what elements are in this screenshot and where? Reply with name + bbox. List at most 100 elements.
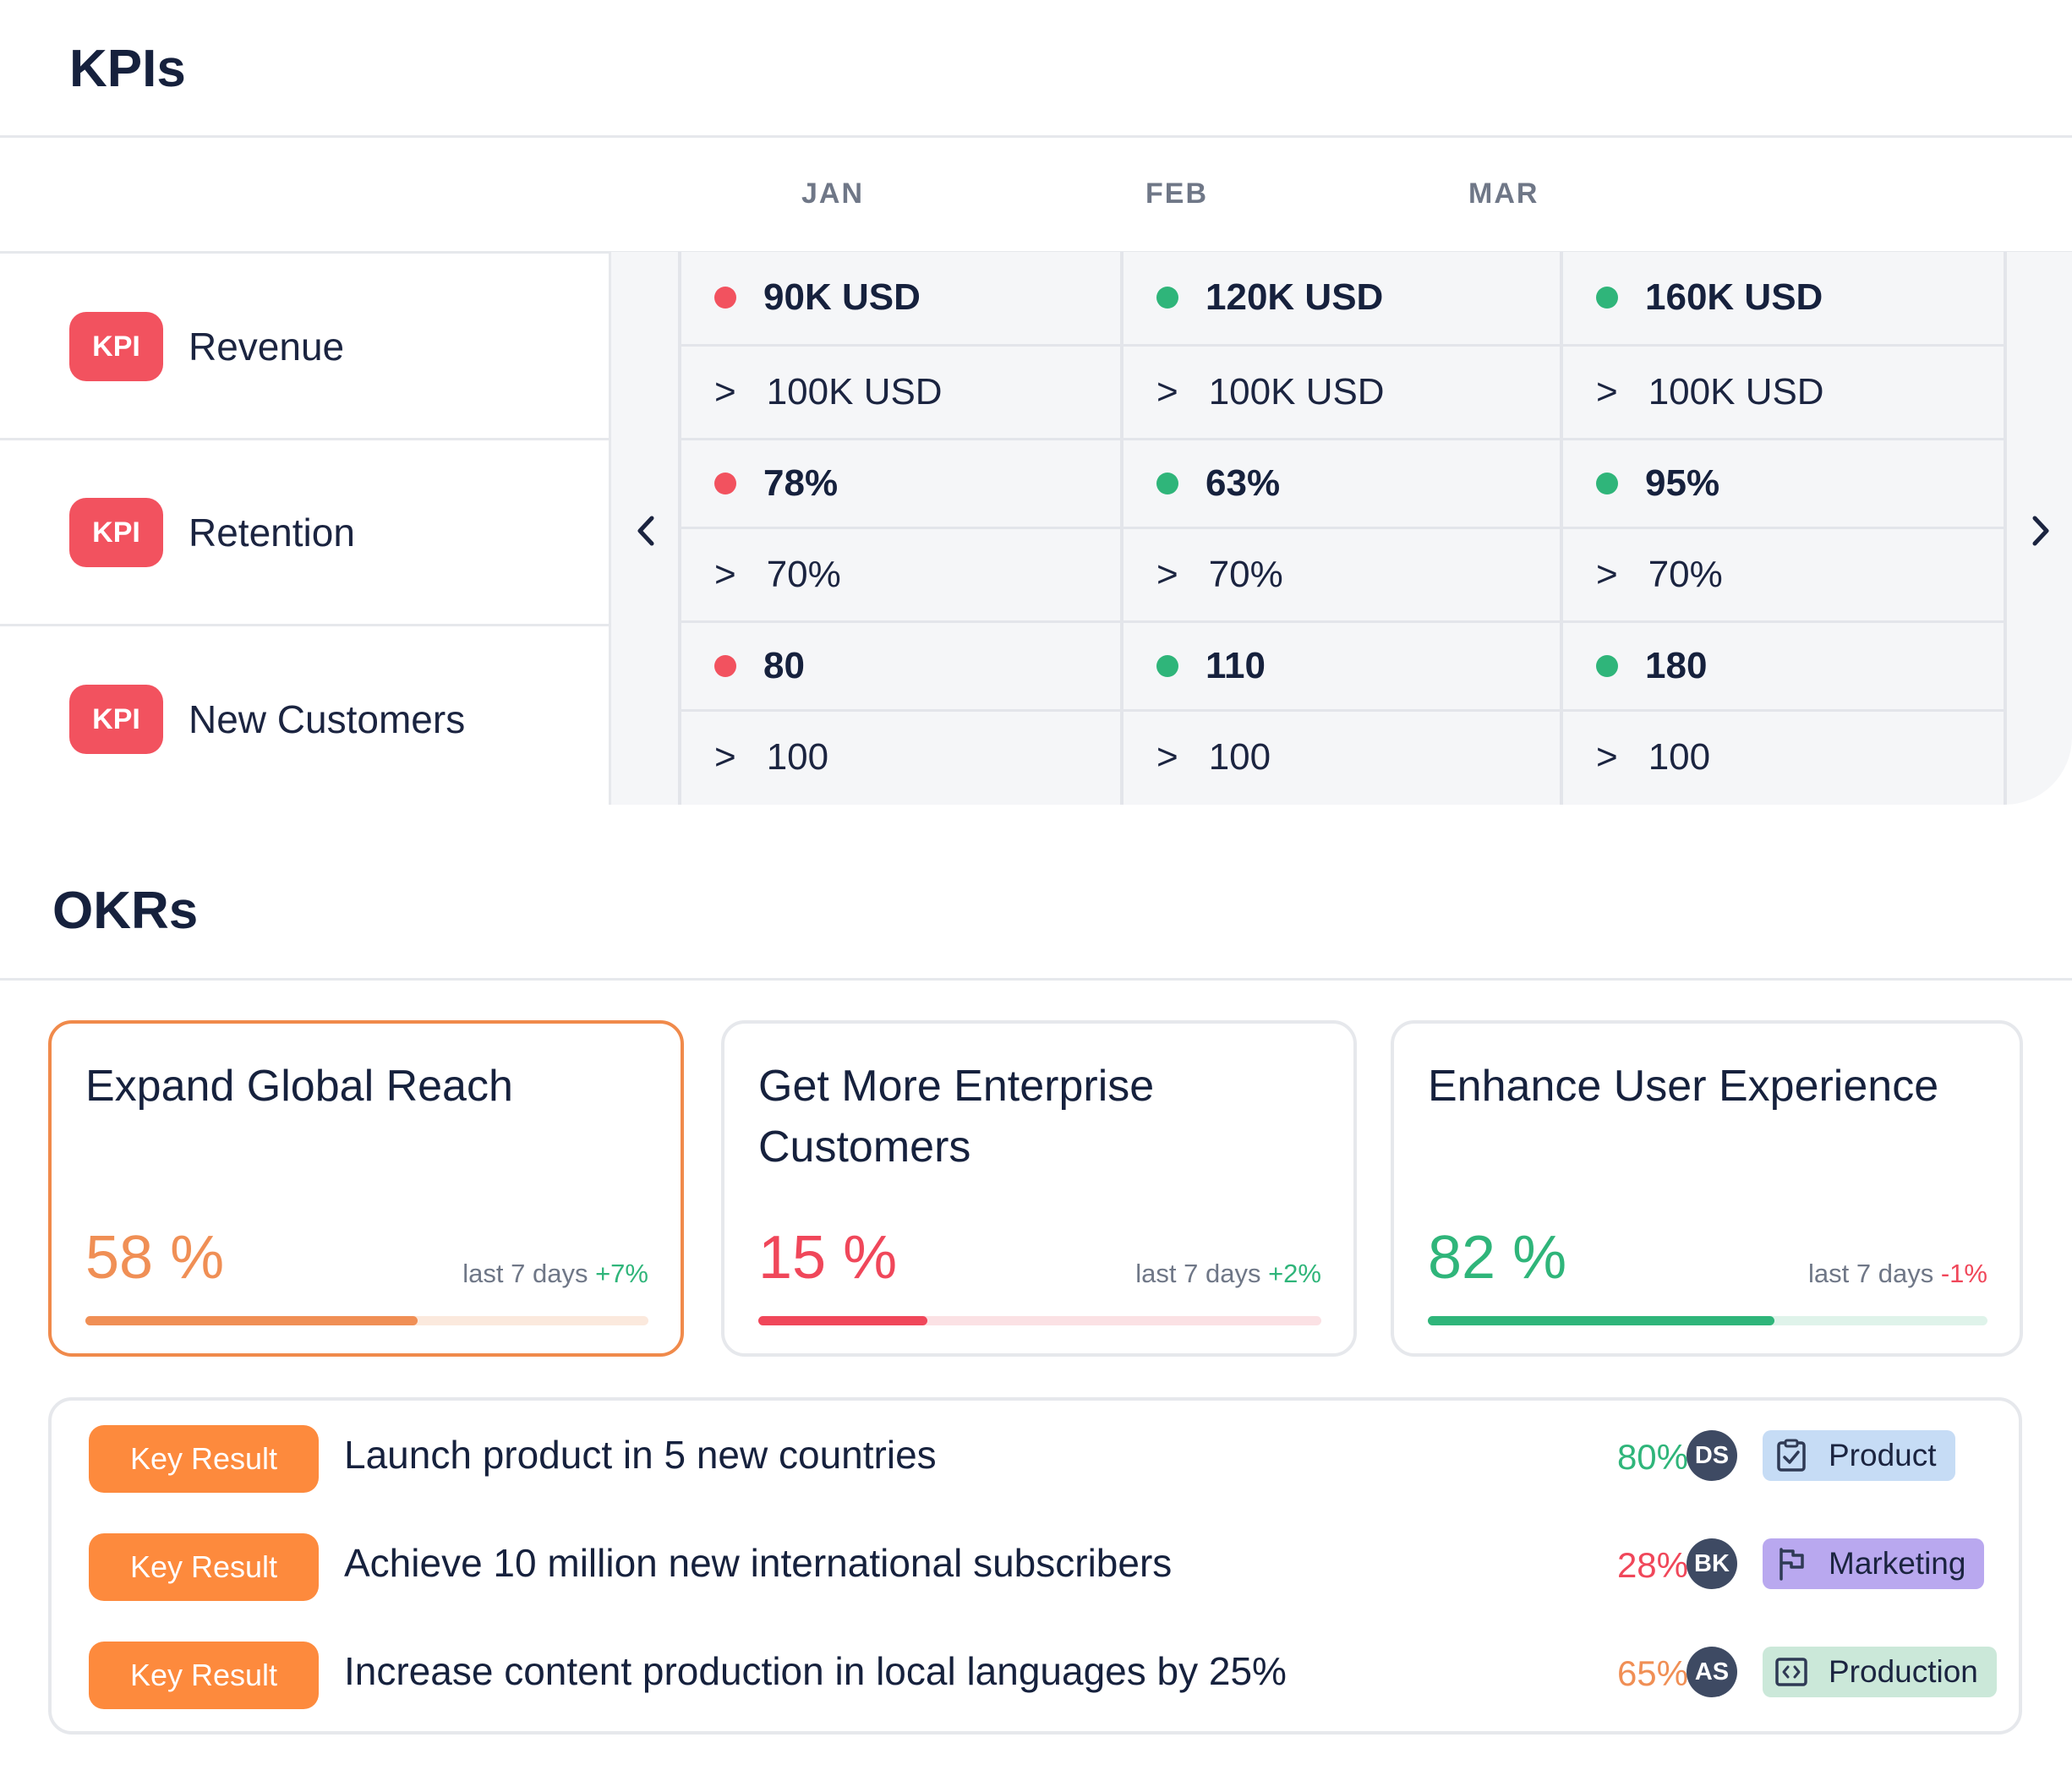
row-divider xyxy=(0,624,609,626)
key-result-text: Achieve 10 million new international sub… xyxy=(344,1541,1173,1585)
kpi-actual-cell: 90K USD xyxy=(714,252,921,343)
kpi-target-value: 70% xyxy=(1208,554,1283,595)
key-result-text: Launch product in 5 new countries xyxy=(344,1433,937,1477)
team-tag-marketing[interactable]: Marketing xyxy=(1763,1538,1985,1589)
kpi-target-cell: >100K USD xyxy=(1156,347,1385,438)
status-dot xyxy=(714,473,736,494)
okr-trend: last 7 days -1% xyxy=(1808,1259,1987,1289)
avatar[interactable]: BK xyxy=(1687,1538,1737,1589)
target-prefix: > xyxy=(1596,371,1618,412)
status-dot xyxy=(1596,473,1618,494)
kpi-target-cell: >100 xyxy=(1596,712,1710,803)
status-dot xyxy=(714,655,736,677)
kpi-actual-value: 90K USD xyxy=(763,276,921,318)
kpi-actual-cell: 160K USD xyxy=(1596,252,1823,343)
flag-icon xyxy=(1774,1547,1808,1581)
target-prefix: > xyxy=(714,736,736,778)
okr-percent: 82 % xyxy=(1428,1224,1567,1292)
target-prefix: > xyxy=(714,371,736,412)
okr-title: Get More Enterprise Customers xyxy=(758,1062,1155,1172)
next-month-button[interactable] xyxy=(2011,501,2070,560)
key-result-badge: Key Result xyxy=(89,1642,319,1709)
chevron-left-icon xyxy=(637,516,654,546)
okr-trend-label: last 7 days xyxy=(1808,1259,1934,1288)
kpi-actual-cell: 78% xyxy=(714,438,838,529)
kpi-actual-cell: 180 xyxy=(1596,620,1707,712)
okr-progress-fill xyxy=(85,1316,418,1325)
okr-progress-bar xyxy=(85,1316,648,1325)
kpi-target-cell: >70% xyxy=(714,529,841,620)
key-result-text: Increase content production in local lan… xyxy=(344,1649,1287,1693)
status-dot xyxy=(1156,473,1178,494)
avatar[interactable]: DS xyxy=(1687,1430,1737,1481)
month-mar: MAR xyxy=(1468,178,1539,210)
kpi-target-cell: >100 xyxy=(1156,712,1271,803)
target-prefix: > xyxy=(1596,736,1618,778)
grid-row-divider xyxy=(679,438,2007,440)
kpi-actual-value: 120K USD xyxy=(1205,276,1384,318)
kpi-target-cell: >100K USD xyxy=(714,347,943,438)
kpis-divider xyxy=(0,135,2072,138)
kpi-target-value: 70% xyxy=(1648,554,1723,595)
key-result-row[interactable]: Key Result Increase content production i… xyxy=(89,1642,2008,1711)
team-tag-product[interactable]: Product xyxy=(1763,1430,1955,1481)
grid-row-divider xyxy=(679,709,2007,712)
okr-progress-fill xyxy=(758,1316,927,1325)
kpi-target-value: 100K USD xyxy=(766,371,943,412)
kpi-actual-value: 78% xyxy=(763,462,839,504)
okr-trend-label: last 7 days xyxy=(462,1259,588,1288)
avatar[interactable]: AS xyxy=(1687,1647,1737,1697)
okr-trend-delta: -1% xyxy=(1940,1259,1987,1288)
okr-card-enterprise-customers[interactable]: Get More Enterprise Customers 15 % last … xyxy=(721,1020,1357,1357)
grid-row-divider xyxy=(679,344,2007,347)
status-dot xyxy=(1156,287,1178,309)
okr-percent: 58 % xyxy=(85,1224,225,1292)
kpi-row-retention[interactable]: KPI Retention xyxy=(0,440,609,625)
okr-card-expand-global-reach[interactable]: Expand Global Reach 58 % last 7 days +7% xyxy=(48,1020,684,1357)
target-prefix: > xyxy=(1156,371,1178,412)
kpi-name: Revenue xyxy=(189,325,345,369)
okr-progress-bar xyxy=(1428,1316,1987,1325)
kpi-target-cell: >70% xyxy=(1596,529,1723,620)
kpi-badge: KPI xyxy=(69,685,163,754)
kpi-actual-value: 95% xyxy=(1645,462,1720,504)
okr-trend-delta: +7% xyxy=(595,1259,648,1288)
kpi-row-new-customers[interactable]: KPI New Customers xyxy=(0,627,609,811)
chevron-right-icon xyxy=(2032,516,2049,546)
key-result-percent: 28% xyxy=(1616,1545,1688,1585)
prev-month-button[interactable] xyxy=(616,501,675,560)
kpi-badge: KPI xyxy=(69,312,163,381)
kpi-actual-cell: 120K USD xyxy=(1156,252,1383,343)
code-window-icon xyxy=(1774,1655,1808,1689)
team-tag-label: Production xyxy=(1829,1654,1978,1689)
kpi-target-value: 70% xyxy=(766,554,841,595)
okr-title: Enhance User Experience xyxy=(1428,1062,1939,1111)
kpi-actual-value: 180 xyxy=(1645,645,1708,686)
okr-trend-label: last 7 days xyxy=(1135,1259,1261,1288)
team-tag-production[interactable]: Production xyxy=(1763,1647,1997,1697)
okr-card-user-experience[interactable]: Enhance User Experience 82 % last 7 days… xyxy=(1391,1020,2023,1357)
okrs-divider xyxy=(0,978,2072,981)
month-feb: FEB xyxy=(1145,178,1208,210)
key-result-badge: Key Result xyxy=(89,1533,319,1601)
team-tag-label: Product xyxy=(1829,1438,1937,1472)
kpi-values-grid: 90K USD 120K USD 160K USD >100K USD >100… xyxy=(609,252,2072,805)
key-result-row[interactable]: Key Result Launch product in 5 new count… xyxy=(89,1425,2008,1494)
kpi-target-cell: >100K USD xyxy=(1596,347,1824,438)
target-prefix: > xyxy=(1596,554,1618,595)
okr-title: Expand Global Reach xyxy=(85,1062,513,1111)
okr-percent: 15 % xyxy=(758,1224,898,1292)
kpis-title: KPIs xyxy=(69,40,186,98)
kpi-target-cell: >100 xyxy=(714,712,828,803)
kpi-target-value: 100K USD xyxy=(1208,371,1385,412)
kpi-actual-cell: 95% xyxy=(1596,438,1719,529)
okr-progress-fill xyxy=(1428,1316,1775,1325)
kpi-target-value: 100K USD xyxy=(1648,371,1824,412)
key-result-percent: 65% xyxy=(1616,1653,1688,1693)
kpi-actual-cell: 80 xyxy=(714,620,805,712)
grid-row-divider xyxy=(679,527,2007,529)
key-result-row[interactable]: Key Result Achieve 10 million new intern… xyxy=(89,1533,2008,1603)
kpi-row-revenue[interactable]: KPI Revenue xyxy=(0,254,609,439)
okr-trend: last 7 days +7% xyxy=(462,1259,648,1289)
kpi-name: Retention xyxy=(189,511,355,555)
